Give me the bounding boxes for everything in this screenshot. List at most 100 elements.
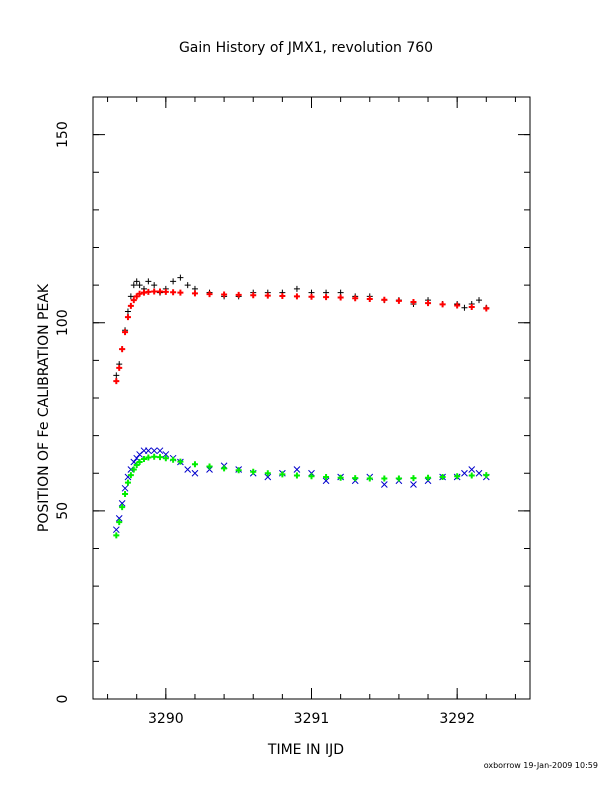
data-point (308, 293, 315, 300)
data-point (136, 458, 143, 465)
y-tick-label: 100 (55, 309, 71, 336)
x-axis-label: TIME IN IJD (267, 742, 344, 758)
data-point (221, 291, 228, 298)
data-point (425, 474, 432, 481)
data-point (395, 475, 402, 482)
data-point (177, 458, 184, 465)
data-point (461, 304, 468, 311)
data-point (424, 477, 432, 485)
data-point (381, 475, 388, 482)
data-point (264, 470, 271, 477)
data-point (250, 468, 257, 475)
data-point (145, 288, 152, 295)
data-point (439, 474, 446, 481)
data-point (279, 471, 286, 478)
data-point (133, 461, 140, 468)
data-point (206, 466, 213, 473)
data-point (425, 300, 432, 307)
data-point (116, 364, 123, 371)
data-point (235, 467, 242, 474)
data-point (124, 479, 131, 486)
data-point (113, 372, 120, 379)
data-point (352, 295, 359, 302)
data-point (184, 466, 192, 473)
data-point (454, 473, 461, 480)
y-axis: 0 50 100 150 (55, 121, 530, 703)
data-point (121, 484, 129, 492)
data-point (151, 282, 158, 289)
data-point (113, 532, 120, 539)
data-point (112, 526, 120, 534)
data-point (323, 294, 330, 301)
plot-area (112, 274, 490, 539)
data-point (439, 301, 446, 308)
series-3 (113, 453, 490, 539)
data-point (119, 504, 126, 511)
data-point (410, 299, 417, 306)
data-point (410, 481, 417, 488)
plot-frame (92, 96, 531, 700)
data-point (130, 282, 137, 289)
data-point (116, 519, 123, 526)
data-point (476, 297, 483, 304)
data-point (279, 293, 286, 300)
data-point (151, 453, 158, 460)
data-point (322, 477, 330, 485)
data-point (461, 469, 468, 477)
x-tick-label: 3292 (439, 711, 475, 727)
chart-title: Gain History of JMX1, revolution 760 (179, 40, 433, 56)
data-point (235, 291, 242, 298)
data-point (454, 302, 461, 309)
data-point (395, 297, 402, 304)
data-point (151, 288, 158, 295)
data-point (264, 292, 271, 299)
data-point (468, 303, 475, 310)
data-point (468, 472, 475, 479)
data-point (127, 472, 134, 479)
data-point (184, 282, 191, 289)
data-point (293, 472, 300, 479)
data-point (119, 346, 126, 353)
data-point (144, 447, 152, 455)
data-point (366, 475, 373, 482)
data-point (475, 469, 483, 477)
data-point (483, 472, 490, 479)
data-point (293, 466, 301, 473)
data-point (124, 314, 131, 321)
data-point (150, 447, 158, 455)
data-point (293, 285, 300, 292)
data-point (170, 456, 177, 463)
x-axis: 3290 3291 3292 (107, 97, 516, 727)
data-point (113, 378, 120, 385)
y-axis-label: POSITION OF Fe CALIBRATION PEAK (36, 283, 52, 532)
footer-credit: oxborrow 19-Jan-2009 10:59 (484, 761, 598, 770)
data-point (118, 499, 126, 507)
data-point (410, 475, 417, 482)
data-point (157, 454, 164, 461)
x-tick-label: 3291 (294, 711, 330, 727)
data-point (323, 474, 330, 481)
data-point (221, 465, 228, 472)
data-point (162, 288, 169, 295)
x-tick-label: 3290 (148, 711, 184, 727)
data-point (136, 290, 143, 297)
data-point (177, 274, 184, 281)
data-point (157, 288, 164, 295)
data-point (337, 294, 344, 301)
data-point (130, 297, 137, 304)
data-point (170, 289, 177, 296)
series-0 (113, 274, 490, 379)
data-point (136, 282, 143, 289)
data-point (191, 469, 199, 477)
y-tick-label: 0 (55, 695, 71, 704)
data-point (366, 296, 373, 303)
series-1 (113, 288, 490, 385)
data-point (264, 473, 272, 481)
data-point (337, 474, 344, 481)
data-point (483, 305, 490, 312)
data-point (468, 466, 476, 473)
data-point (308, 473, 315, 480)
data-point (250, 292, 257, 299)
data-point (124, 308, 131, 315)
